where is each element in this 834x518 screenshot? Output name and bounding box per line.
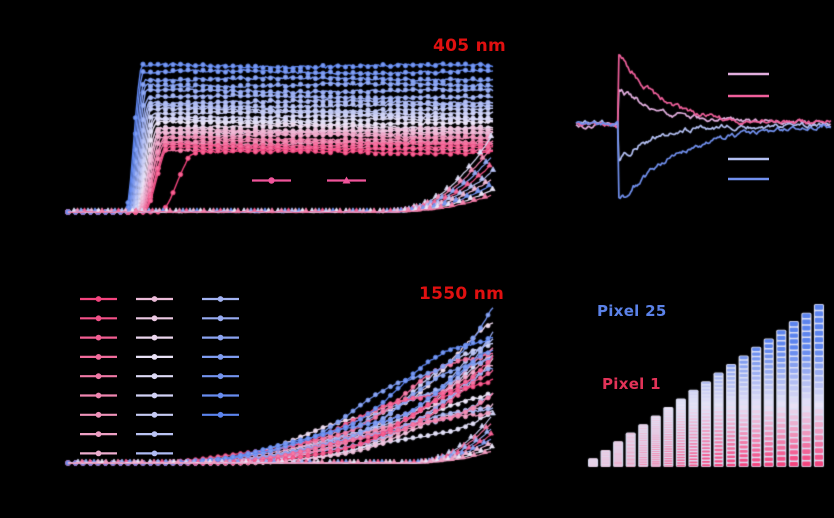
legend-entry-marker bbox=[217, 354, 224, 360]
legend-entry-marker bbox=[151, 354, 158, 360]
chart-1550nm bbox=[60, 266, 505, 470]
legend-entry-marker bbox=[151, 296, 158, 302]
legend-entry-marker bbox=[95, 373, 102, 380]
legend-circle-marker bbox=[268, 177, 275, 184]
legend-entry-marker bbox=[95, 392, 102, 399]
legend-405nm bbox=[252, 176, 366, 184]
title-1550nm: 1550 nm bbox=[419, 284, 505, 304]
legend-entry-marker bbox=[95, 431, 102, 437]
legend-entry-marker bbox=[217, 392, 224, 399]
legend-transient bbox=[728, 72, 769, 181]
legend-entry-marker bbox=[95, 450, 102, 457]
legend-entry-marker bbox=[217, 373, 224, 380]
legend-entry-marker bbox=[151, 315, 158, 322]
chart-pixel-bars bbox=[562, 292, 834, 474]
legend-entry-marker bbox=[95, 315, 102, 322]
legend-entry-marker bbox=[151, 373, 158, 380]
legend-entry-marker bbox=[217, 334, 224, 341]
legend-entry-marker bbox=[217, 411, 224, 418]
legend-pixels-grid bbox=[80, 296, 239, 457]
legend-entry-marker bbox=[151, 334, 158, 341]
legend-entry-marker bbox=[95, 296, 102, 302]
legend-entry-marker bbox=[151, 411, 158, 418]
legend-entry-marker bbox=[217, 296, 224, 302]
label-pixel25: Pixel 25 bbox=[597, 302, 667, 320]
title-405nm: 405 nm bbox=[433, 36, 507, 56]
legend-entry-marker bbox=[95, 411, 102, 418]
label-pixel1: Pixel 1 bbox=[602, 375, 661, 393]
legend-entry-marker bbox=[151, 392, 158, 399]
legend-entry-marker bbox=[151, 450, 158, 457]
legend-triangle-marker bbox=[342, 176, 351, 184]
legend-entry-marker bbox=[95, 354, 102, 360]
chart-transient bbox=[564, 12, 834, 224]
legend-entry-marker bbox=[217, 315, 224, 322]
legend-entry-marker bbox=[151, 431, 158, 437]
legend-entry-marker bbox=[95, 334, 102, 341]
